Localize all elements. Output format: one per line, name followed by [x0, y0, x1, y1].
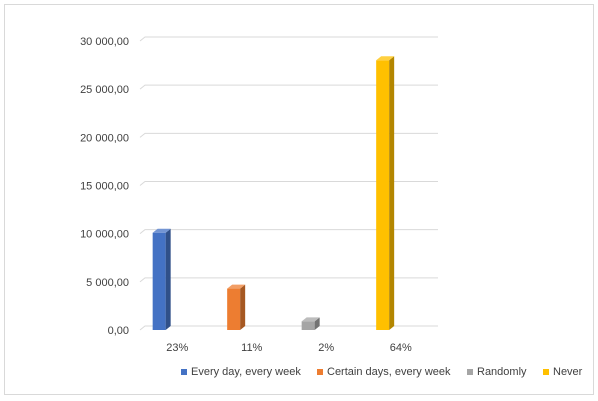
legend-item: Certain days, every week [317, 366, 451, 378]
gridline [139, 132, 438, 138]
bar [301, 317, 320, 330]
bar [227, 284, 246, 330]
legend-label: Never [553, 366, 583, 378]
bar [152, 228, 171, 330]
gridline [139, 277, 438, 283]
y-tick-label: 0,00 [108, 325, 129, 337]
legend-label: Certain days, every week [327, 366, 451, 378]
bar-front [376, 60, 390, 331]
bar-front [152, 232, 166, 330]
bar [376, 56, 395, 331]
legend-swatch [317, 369, 323, 375]
y-tick-label: 25 000,00 [80, 84, 129, 96]
gridline [139, 84, 438, 90]
legend-swatch [181, 369, 187, 375]
bar-side [314, 317, 320, 330]
legend-label: Every day, every week [191, 366, 301, 378]
legend-item: Every day, every week [181, 366, 301, 378]
bar-top [301, 317, 320, 322]
y-tick-label: 5 000,00 [86, 277, 129, 289]
legend-swatch [467, 369, 473, 375]
gridline [139, 325, 438, 331]
x-tick-label: 11% [241, 342, 262, 354]
bar-side [165, 228, 171, 330]
x-tick-label: 2% [318, 342, 334, 354]
legend-swatch [543, 369, 549, 375]
bar-top [152, 228, 171, 233]
y-tick-label: 10 000,00 [80, 229, 129, 241]
bar-side [389, 56, 395, 331]
x-axis-ticks: 23% 11% 2% 64% [166, 342, 412, 354]
bar-side [240, 284, 246, 330]
x-tick-label: 64% [390, 342, 412, 354]
chart-frame [4, 4, 594, 395]
legend: Every day, every week Certain days, every… [0, 366, 598, 382]
bar-front [301, 321, 315, 330]
y-tick-label: 30 000,00 [80, 36, 129, 48]
bar-top [376, 56, 395, 61]
legend-item: Randomly [467, 366, 527, 378]
y-axis-ticks: 0,00 5 000,00 10 000,00 15 000,00 20 000,00 2… [80, 36, 129, 337]
bars [152, 56, 395, 331]
gridline [139, 229, 438, 235]
bar-top [227, 284, 246, 289]
gridlines [139, 36, 438, 331]
legend-item: Never [543, 366, 582, 378]
y-tick-label: 15 000,00 [80, 181, 129, 193]
gridline [139, 36, 438, 42]
x-tick-label: 23% [166, 342, 188, 354]
gridline [139, 181, 438, 186]
bar-front [227, 288, 241, 330]
legend-label: Randomly [477, 366, 527, 378]
y-tick-label: 20 000,00 [80, 132, 129, 144]
